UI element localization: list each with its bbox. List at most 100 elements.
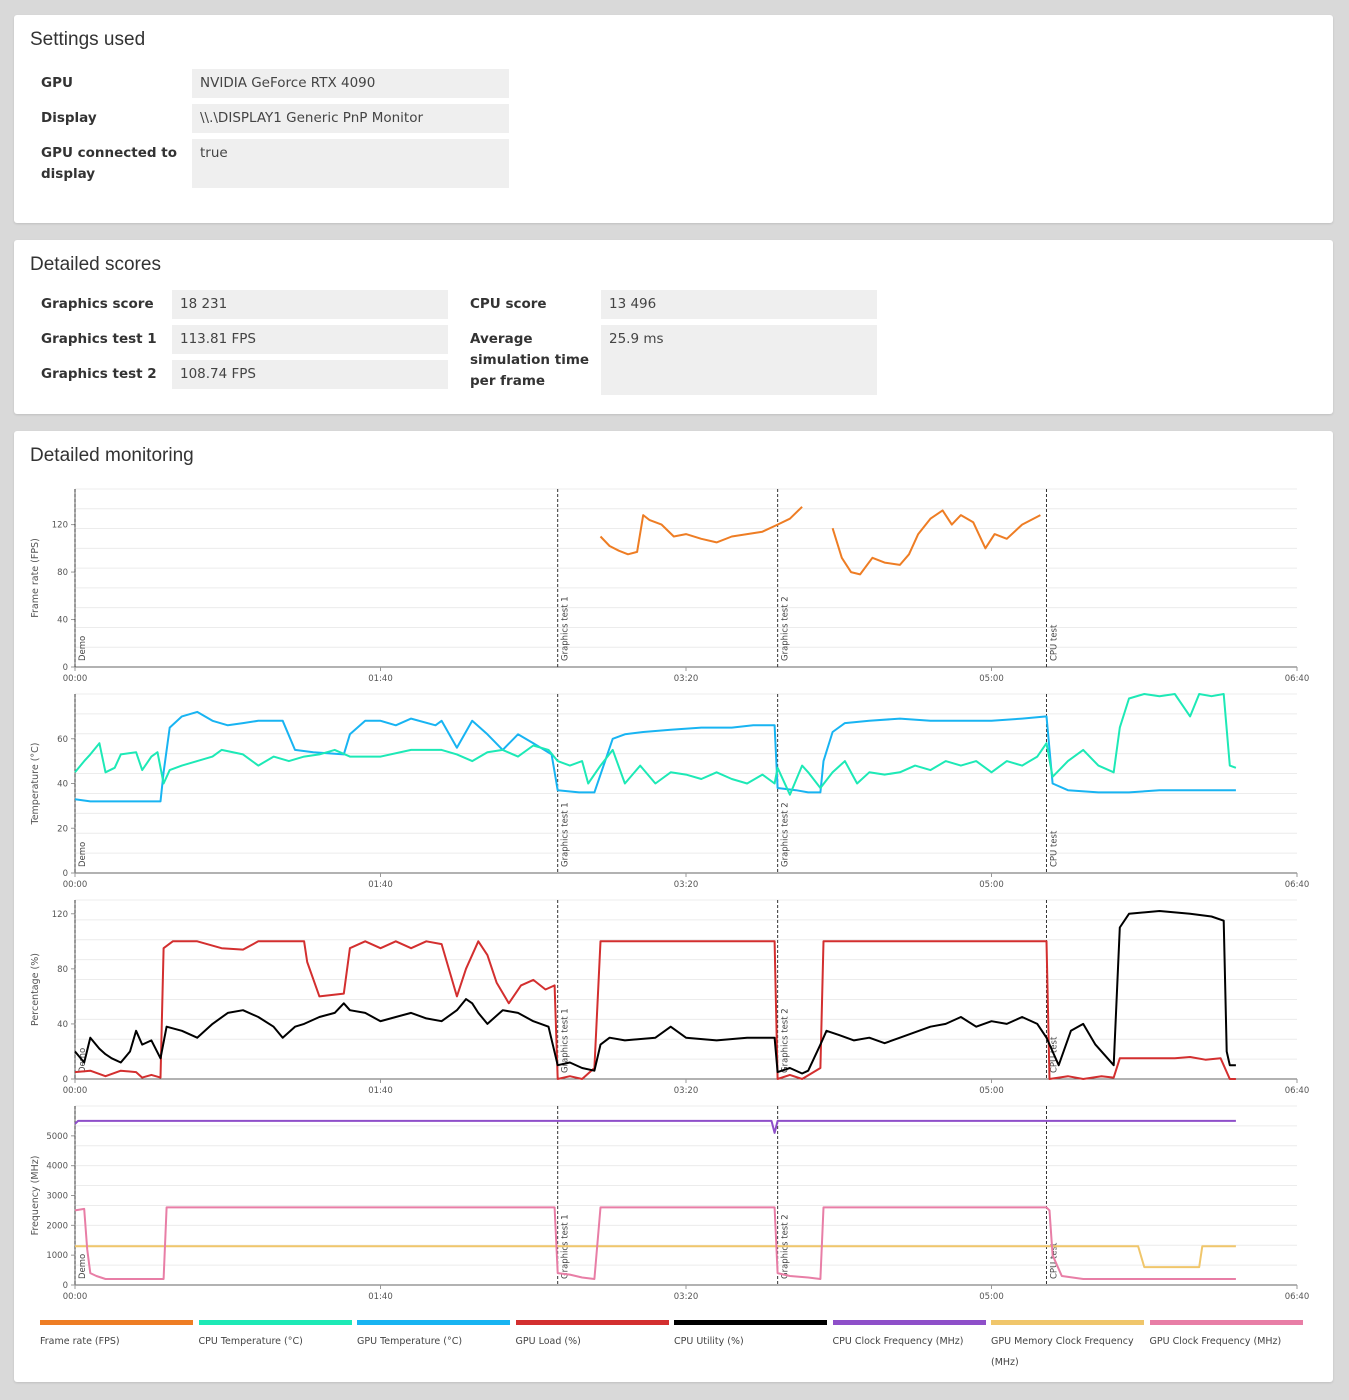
gpu-label: GPU bbox=[41, 75, 73, 91]
series-line bbox=[74, 693, 1237, 796]
y-tick-label: 60 bbox=[57, 735, 68, 745]
avg-sim-time-value: 25.9 ms bbox=[601, 325, 877, 395]
series-line bbox=[74, 1206, 1236, 1280]
legend-item: GPU Clock Frequency (MHz) bbox=[1149, 1320, 1303, 1352]
x-tick-label: 01:40 bbox=[368, 1292, 393, 1302]
y-axis-label: Percentage (%) bbox=[30, 953, 41, 1026]
scores-panel: Detailed scores Graphics score 18 231 Gr… bbox=[14, 240, 1333, 414]
series-line bbox=[74, 1119, 1236, 1134]
x-tick-label: 00:00 bbox=[63, 1086, 88, 1096]
display-value: \\.\DISPLAY1 Generic PnP Monitor bbox=[192, 104, 509, 133]
legend-label: GPU Load (%) bbox=[515, 1336, 581, 1347]
x-tick-label: 06:40 bbox=[1285, 880, 1310, 890]
graphics-test-1-value: 113.81 FPS bbox=[172, 325, 448, 354]
y-axis-label: Frequency (MHz) bbox=[30, 1156, 41, 1236]
y-tick-label: 20 bbox=[57, 824, 68, 834]
scores-title: Detailed scores bbox=[30, 254, 161, 275]
graphics-score-label: Graphics score bbox=[41, 296, 154, 312]
x-tick-label: 05:00 bbox=[979, 674, 1004, 684]
x-tick-label: 03:20 bbox=[674, 880, 699, 890]
y-tick-label: 80 bbox=[57, 965, 68, 975]
y-tick-label: 0 bbox=[63, 869, 68, 879]
legend-label: Frame rate (FPS) bbox=[40, 1336, 120, 1347]
cpu-score-value: 13 496 bbox=[601, 290, 877, 319]
graphics-score-value: 18 231 bbox=[172, 290, 448, 319]
y-tick-label: 120 bbox=[52, 521, 68, 531]
y-tick-label: 2000 bbox=[46, 1221, 68, 1231]
x-tick-label: 06:40 bbox=[1285, 674, 1310, 684]
graphics-test-1-label: Graphics test 1 bbox=[41, 331, 157, 347]
avg-sim-time-label: Average simulation time per frame bbox=[470, 331, 590, 389]
legend-swatch bbox=[991, 1320, 1144, 1325]
series-line bbox=[74, 910, 1236, 1075]
monitoring-title: Detailed monitoring bbox=[30, 445, 194, 466]
x-tick-label: 05:00 bbox=[979, 880, 1004, 890]
x-tick-label: 01:40 bbox=[368, 1086, 393, 1096]
y-axis-label: Frame rate (FPS) bbox=[30, 538, 41, 618]
legend-swatch bbox=[1149, 1320, 1303, 1325]
monitoring-panel: Detailed monitoring 0 40 80 120 Frame rate (… bbox=[14, 431, 1333, 1382]
chart-legend: Frame rate (FPS) CPU Temperature (°C) GPU … bbox=[40, 1320, 1310, 1370]
x-tick-label: 00:00 bbox=[63, 674, 88, 684]
y-tick-label: 3000 bbox=[46, 1192, 68, 1202]
legend-item: CPU Temperature (°C) bbox=[198, 1320, 352, 1352]
y-tick-label: 5000 bbox=[46, 1132, 68, 1142]
y-tick-label: 120 bbox=[52, 910, 68, 920]
segment-label: Graphics test 1 bbox=[561, 1008, 571, 1073]
segment-label: Graphics test 2 bbox=[781, 596, 791, 661]
segment-label: Graphics test 1 bbox=[561, 802, 571, 867]
settings-title: Settings used bbox=[30, 29, 146, 50]
legend-swatch bbox=[40, 1320, 193, 1325]
series-line bbox=[74, 710, 1236, 803]
y-tick-label: 40 bbox=[57, 616, 68, 626]
segment-label: Graphics test 2 bbox=[781, 1008, 791, 1073]
legend-label: GPU Memory Clock Frequency (MHz) bbox=[991, 1336, 1134, 1368]
graphics-test-2-value: 108.74 FPS bbox=[172, 360, 448, 389]
legend-item: GPU Temperature (°C) bbox=[357, 1320, 510, 1352]
cpu-score-label: CPU score bbox=[470, 296, 547, 312]
gpu-value: NVIDIA GeForce RTX 4090 bbox=[192, 69, 509, 98]
y-axis-label: Temperature (°C) bbox=[30, 743, 41, 826]
series-line bbox=[75, 1245, 1236, 1269]
legend-item: GPU Load (%) bbox=[515, 1320, 669, 1352]
gpu-connected-value: true bbox=[192, 139, 509, 188]
x-tick-label: 00:00 bbox=[63, 1292, 88, 1302]
series-line bbox=[74, 940, 1236, 1080]
x-tick-label: 03:20 bbox=[674, 1292, 699, 1302]
legend-swatch bbox=[832, 1320, 986, 1325]
legend-label: CPU Utility (%) bbox=[674, 1336, 744, 1347]
segment-label: CPU test bbox=[1049, 624, 1059, 661]
gpu-connected-label: GPU connected to display bbox=[41, 145, 177, 182]
y-tick-label: 1000 bbox=[46, 1251, 68, 1261]
segment-label: Demo bbox=[78, 842, 88, 867]
x-tick-label: 03:20 bbox=[674, 674, 699, 684]
x-tick-label: 05:00 bbox=[979, 1292, 1004, 1302]
series-line bbox=[599, 506, 803, 556]
x-tick-label: 00:00 bbox=[63, 880, 88, 890]
x-tick-label: 01:40 bbox=[368, 674, 393, 684]
x-tick-label: 03:20 bbox=[674, 1086, 699, 1096]
y-tick-label: 0 bbox=[63, 663, 68, 673]
legend-item: GPU Memory Clock Frequency (MHz) bbox=[991, 1320, 1144, 1373]
display-label: Display bbox=[41, 110, 97, 126]
x-tick-label: 06:40 bbox=[1285, 1292, 1310, 1302]
y-tick-label: 0 bbox=[63, 1075, 68, 1085]
segment-label: Demo bbox=[78, 636, 88, 661]
x-tick-label: 06:40 bbox=[1285, 1086, 1310, 1096]
segment-label: Graphics test 1 bbox=[561, 596, 571, 661]
segment-label: Demo bbox=[78, 1254, 88, 1279]
x-tick-label: 01:40 bbox=[368, 880, 393, 890]
graphics-test-2-label: Graphics test 2 bbox=[41, 366, 157, 382]
y-tick-label: 40 bbox=[57, 780, 68, 790]
legend-swatch bbox=[515, 1320, 669, 1325]
legend-swatch bbox=[357, 1320, 510, 1325]
legend-item: CPU Clock Frequency (MHz) bbox=[832, 1320, 986, 1352]
y-tick-label: 4000 bbox=[46, 1162, 68, 1172]
legend-label: GPU Clock Frequency (MHz) bbox=[1149, 1336, 1282, 1347]
x-tick-label: 05:00 bbox=[979, 1086, 1004, 1096]
y-tick-label: 80 bbox=[57, 568, 68, 578]
y-tick-label: 40 bbox=[57, 1020, 68, 1030]
y-tick-label: 0 bbox=[63, 1281, 68, 1291]
settings-panel: Settings used GPU NVIDIA GeForce RTX 409… bbox=[14, 15, 1333, 223]
legend-swatch bbox=[198, 1320, 352, 1325]
